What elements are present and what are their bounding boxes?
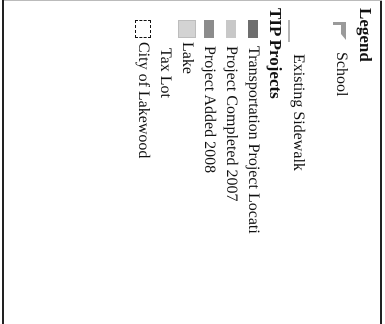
- legend-item-label: Lake: [179, 42, 196, 74]
- dark-gray-swatch: [248, 20, 258, 38]
- legend-frame-bottom: [2, 0, 4, 324]
- sidewalk-line-icon: [288, 20, 300, 42]
- legend-item-label: Tax Lot: [157, 48, 174, 98]
- legend-item-sidewalk: Existing Sidewalk: [287, 20, 309, 171]
- legend-item-school: School: [330, 20, 352, 96]
- legend-item-label: Existing Sidewalk: [290, 54, 307, 171]
- legend-item-tip-projects: TIP Projects: [264, 8, 286, 99]
- legend-item-label: Project Added 2008: [201, 46, 218, 174]
- lake-swatch: [178, 20, 196, 38]
- legend-item-city: City of Lakewood: [132, 20, 154, 158]
- legend-item-label: City of Lakewood: [135, 42, 152, 159]
- light-gray-swatch: [226, 20, 236, 38]
- legend-frame-top: [380, 0, 382, 324]
- dashed-boundary-swatch: [135, 20, 151, 38]
- legend-item-lake: Lake: [176, 20, 198, 74]
- legend-title: Legend: [354, 8, 376, 62]
- school-flag-icon: [333, 20, 349, 42]
- legend-frame-left: [2, 0, 382, 1]
- legend-item-label: School: [333, 52, 350, 97]
- legend-item-completed-2007: Project Completed 2007: [220, 20, 242, 202]
- legend-item-added-2008: Project Added 2008: [198, 20, 220, 173]
- legend-item-label: Project Completed 2007: [223, 46, 240, 202]
- legend-item-tax-lot: Tax Lot: [154, 48, 176, 98]
- legend-item-label: Transportation Project Locati: [245, 46, 262, 234]
- legend-section-heading: TIP Projects: [266, 8, 285, 99]
- medium-gray-swatch: [204, 20, 214, 38]
- legend-title-text: Legend: [356, 8, 375, 62]
- legend-item-transportation: Transportation Project Locati: [242, 20, 264, 234]
